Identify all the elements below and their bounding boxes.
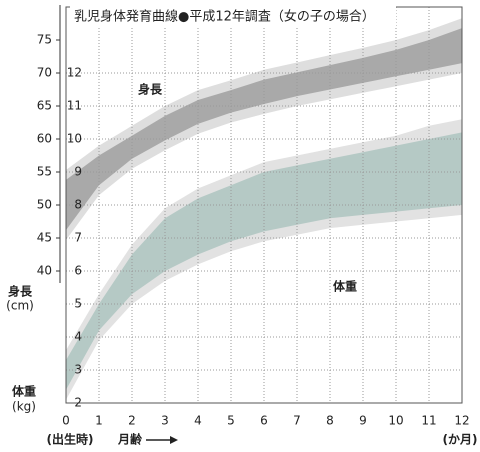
y-tick-label: 45 (37, 231, 52, 245)
y2-tick-label: 10 (67, 132, 82, 146)
title-box (70, 6, 396, 28)
y-tick-label: 55 (37, 165, 52, 179)
x-arrow-head (170, 436, 178, 444)
y2-tick-label: 7 (74, 231, 82, 245)
y-tick-label: 50 (37, 198, 52, 212)
y2-tick-label: 3 (74, 363, 82, 377)
y-tick-label: 60 (37, 132, 52, 146)
x-tick-label: 1 (95, 414, 103, 428)
plot (65, 6, 463, 404)
x-tick-label: 3 (161, 414, 169, 428)
y2-tick-label: 6 (74, 264, 82, 278)
x-label: 月齢 (117, 432, 143, 447)
x-tick-label: 6 (260, 414, 268, 428)
y-unit: (cm) (6, 299, 34, 313)
y2-label: 体重 (12, 384, 36, 399)
x-tick-label: 9 (359, 414, 367, 428)
x-tick-label: 10 (388, 414, 403, 428)
x-tick-label: 2 (128, 414, 136, 428)
y-tick-label: 65 (37, 99, 52, 113)
y-tick-label: 40 (37, 264, 52, 278)
inner-band (66, 28, 462, 231)
series-label: 身長 (138, 82, 163, 97)
y2-unit: (kg) (12, 400, 36, 414)
x-tick-label: 8 (326, 414, 334, 428)
x-tick-label: 12 (454, 414, 469, 428)
x-tick-label: 4 (194, 414, 202, 428)
x-tick-label: 7 (293, 414, 301, 428)
y-tick-label: 75 (37, 33, 52, 47)
x-tick-label: 5 (227, 414, 235, 428)
y2-tick-label: 8 (74, 198, 82, 212)
y2-tick-label: 9 (74, 165, 82, 179)
x-label-birth: (出生時) (47, 432, 94, 447)
y2-tick-label: 5 (74, 297, 82, 311)
chart-title: 乳児身体発育曲線●平成12年調査（女の子の場合） (74, 9, 375, 25)
y-tick-label: 70 (37, 66, 52, 80)
y2-tick-label: 4 (74, 330, 82, 344)
x-tick-label: 11 (421, 414, 436, 428)
series-label: 体重 (333, 279, 357, 294)
y2-tick-label: 12 (67, 66, 82, 80)
y2-tick-label: 11 (67, 99, 82, 113)
x-unit: (か月) (443, 433, 478, 447)
y-label: 身長 (8, 284, 33, 299)
x-tick-label: 0 (62, 414, 70, 428)
y2-tick-label: 2 (74, 396, 82, 410)
